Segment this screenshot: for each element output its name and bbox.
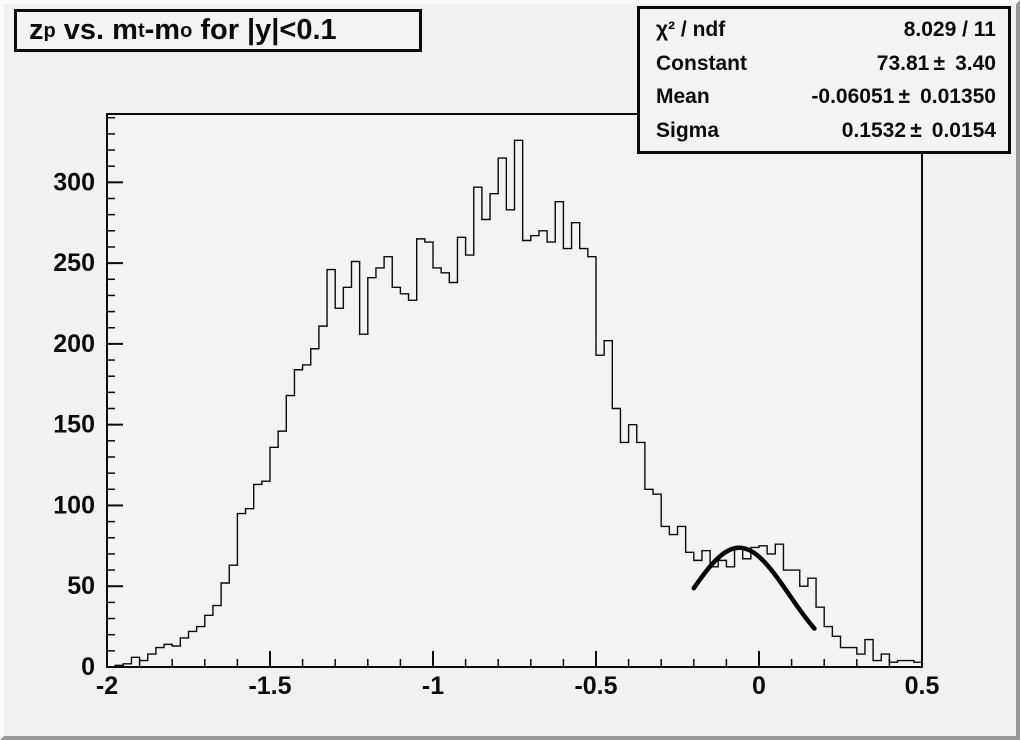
stat-value-constant: 73.81 ± 3.40 <box>876 51 996 75</box>
title-segment: z <box>29 14 44 46</box>
stat-row-chi2: χ² / ndf 8.029 / 11 <box>640 13 1008 46</box>
stat-row-mean: Mean -0.06051 ± 0.01350 <box>640 80 1008 113</box>
title-box: zp vs. mt-mo for |y|<0.1 <box>14 9 422 52</box>
plot-frame-border <box>106 113 923 668</box>
title-subscript: t <box>137 20 145 42</box>
y-axis-tick-label: 50 <box>67 572 95 600</box>
title-segment: for |y|<0.1 <box>192 14 337 46</box>
x-axis-tick-label: -2 <box>96 672 118 700</box>
stat-row-sigma: Sigma 0.1532 ± 0.0154 <box>640 114 1008 147</box>
y-axis-tick-label: 200 <box>53 330 95 358</box>
histogram-plot: 0 50 100 150 200 250 300 -2 -1.5 -1 -0.5 0 0.5 <box>53 113 940 700</box>
y-axis-tick-label: 0 <box>81 653 95 681</box>
histogram-line <box>107 139 923 668</box>
stat-row-constant: Constant 73.81 ± 3.40 <box>640 47 1008 80</box>
stat-label-constant: Constant <box>656 51 747 75</box>
x-axis-tick-label: 0.5 <box>905 672 940 700</box>
y-axis-tick-label: 300 <box>53 168 95 196</box>
title-segment: -m <box>144 14 181 46</box>
stats-box: χ² / ndf 8.029 / 11 Constant 73.81 ± 3.40 Me… <box>637 6 1011 154</box>
y-axis-tick-label: 150 <box>53 411 95 439</box>
title-subscript: p <box>43 20 56 42</box>
fit-curve <box>691 545 817 631</box>
title-segment: vs. m <box>55 14 138 46</box>
plot-title: zp vs. mt-mo for |y|<0.1 <box>29 14 337 47</box>
stat-label-mean: Mean <box>656 85 710 109</box>
stat-value-mean: -0.06051 ± 0.01350 <box>811 85 996 109</box>
stat-value-sigma: 0.1532 ± 0.0154 <box>841 118 996 142</box>
x-axis-tick-label: 0 <box>752 672 766 700</box>
y-axis-tick-label: 250 <box>53 249 95 277</box>
x-axis-tick-label: -1.5 <box>248 672 291 700</box>
title-subscript: o <box>180 20 193 42</box>
x-axis-tick-label: -0.5 <box>574 672 617 700</box>
y-axis-tick-label: 100 <box>53 491 95 519</box>
x-axis-tick-label: -1 <box>422 672 444 700</box>
stat-label-sigma: Sigma <box>656 118 720 142</box>
stat-label-chi2: χ² / ndf <box>656 18 726 42</box>
stat-value-chi2: 8.029 / 11 <box>903 18 996 42</box>
